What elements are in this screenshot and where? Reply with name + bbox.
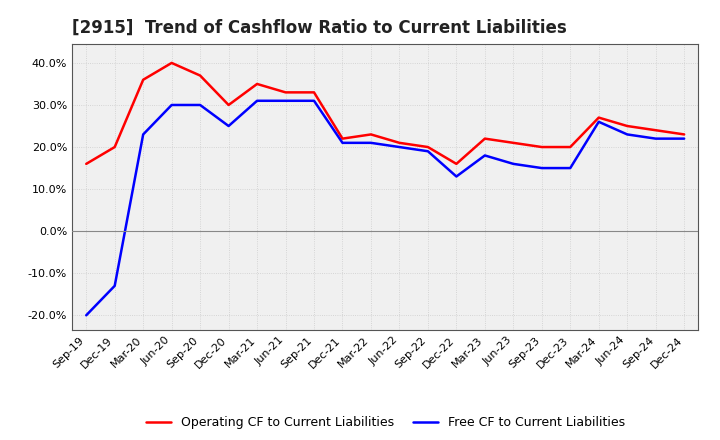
Operating CF to Current Liabilities (595, 115, 603, 120)
Line: Operating CF to Current Liabilities: Operating CF to Current Liabilities (86, 63, 684, 164)
Free CF to Current Liabilities (680, 136, 688, 141)
Operating CF to Current Liabilities (480, 136, 489, 141)
Operating CF to Current Liabilities (167, 60, 176, 66)
Operating CF to Current Liabilities (423, 144, 432, 150)
Line: Free CF to Current Liabilities: Free CF to Current Liabilities (86, 101, 684, 315)
Operating CF to Current Liabilities (196, 73, 204, 78)
Operating CF to Current Liabilities (680, 132, 688, 137)
Free CF to Current Liabilities (452, 174, 461, 179)
Operating CF to Current Liabilities (366, 132, 375, 137)
Operating CF to Current Liabilities (509, 140, 518, 146)
Free CF to Current Liabilities (509, 161, 518, 166)
Free CF to Current Liabilities (139, 132, 148, 137)
Free CF to Current Liabilities (282, 98, 290, 103)
Operating CF to Current Liabilities (452, 161, 461, 166)
Operating CF to Current Liabilities (566, 144, 575, 150)
Free CF to Current Liabilities (167, 103, 176, 108)
Free CF to Current Liabilities (566, 165, 575, 171)
Free CF to Current Liabilities (110, 283, 119, 289)
Free CF to Current Liabilities (338, 140, 347, 146)
Operating CF to Current Liabilities (82, 161, 91, 166)
Free CF to Current Liabilities (480, 153, 489, 158)
Free CF to Current Liabilities (623, 132, 631, 137)
Operating CF to Current Liabilities (652, 128, 660, 133)
Free CF to Current Liabilities (82, 313, 91, 318)
Operating CF to Current Liabilities (253, 81, 261, 87)
Free CF to Current Liabilities (537, 165, 546, 171)
Operating CF to Current Liabilities (282, 90, 290, 95)
Operating CF to Current Liabilities (225, 103, 233, 108)
Free CF to Current Liabilities (225, 123, 233, 128)
Free CF to Current Liabilities (253, 98, 261, 103)
Free CF to Current Liabilities (366, 140, 375, 146)
Free CF to Current Liabilities (395, 144, 404, 150)
Operating CF to Current Liabilities (338, 136, 347, 141)
Operating CF to Current Liabilities (110, 144, 119, 150)
Free CF to Current Liabilities (310, 98, 318, 103)
Free CF to Current Liabilities (652, 136, 660, 141)
Operating CF to Current Liabilities (139, 77, 148, 82)
Legend: Operating CF to Current Liabilities, Free CF to Current Liabilities: Operating CF to Current Liabilities, Fre… (145, 416, 625, 429)
Text: [2915]  Trend of Cashflow Ratio to Current Liabilities: [2915] Trend of Cashflow Ratio to Curren… (72, 19, 567, 37)
Operating CF to Current Liabilities (395, 140, 404, 146)
Operating CF to Current Liabilities (537, 144, 546, 150)
Free CF to Current Liabilities (196, 103, 204, 108)
Free CF to Current Liabilities (595, 119, 603, 125)
Operating CF to Current Liabilities (310, 90, 318, 95)
Free CF to Current Liabilities (423, 149, 432, 154)
Operating CF to Current Liabilities (623, 123, 631, 128)
